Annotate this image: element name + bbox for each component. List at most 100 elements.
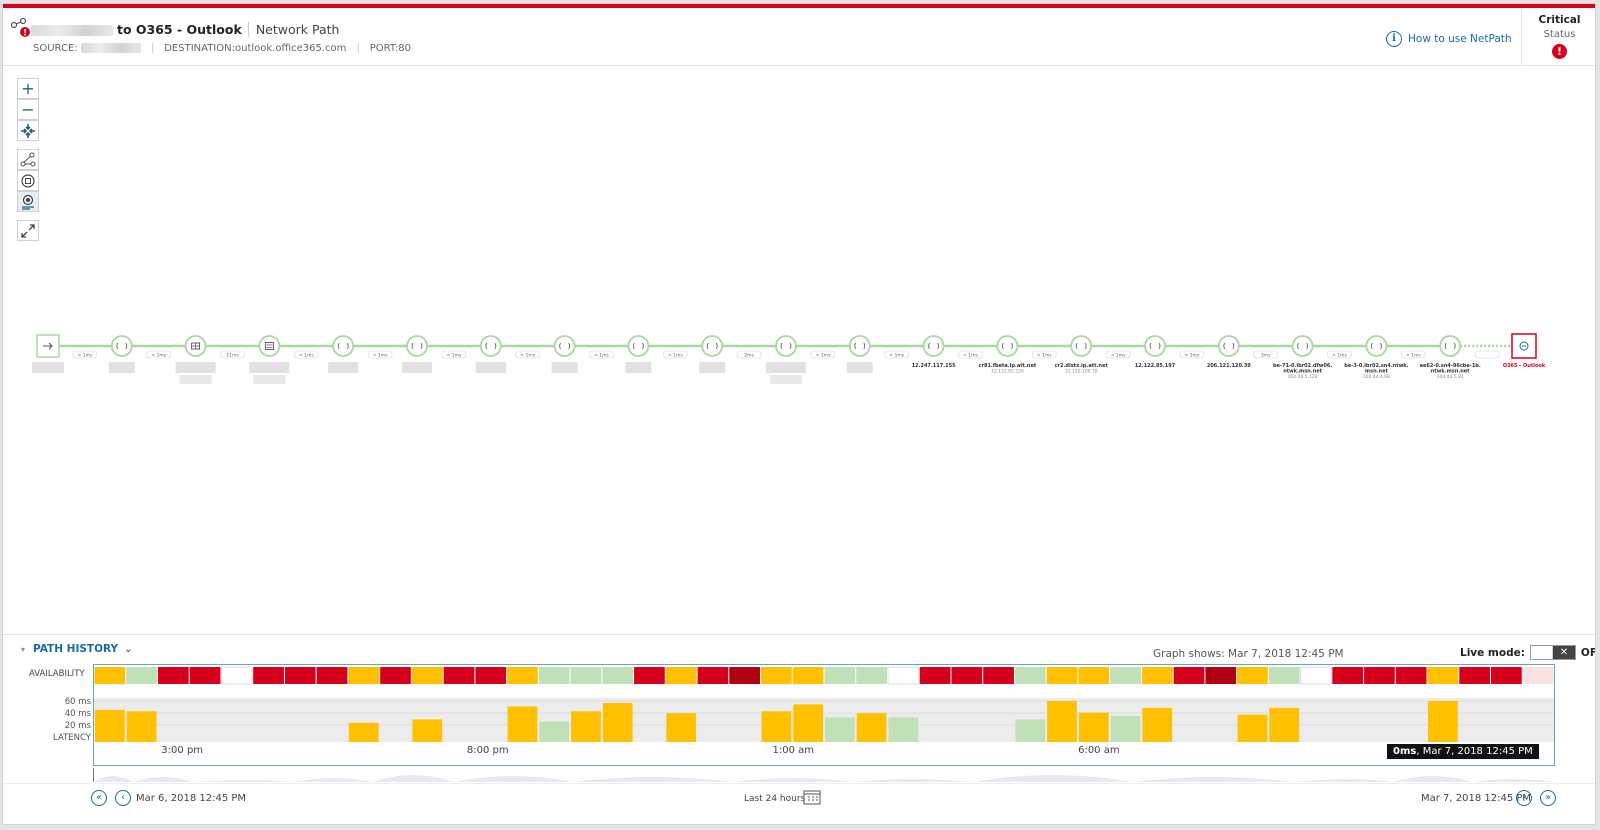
path-node[interactable] <box>699 335 726 373</box>
availability-cell[interactable] <box>157 667 189 684</box>
latency-bar[interactable] <box>1237 714 1268 742</box>
availability-cell[interactable] <box>316 667 348 684</box>
latency-bar[interactable] <box>571 711 601 742</box>
availability-cell[interactable] <box>1205 667 1237 684</box>
latency-bar[interactable] <box>412 719 443 742</box>
availability-cell[interactable] <box>887 666 920 685</box>
availability-cell[interactable] <box>1427 667 1459 684</box>
availability-cell[interactable] <box>1522 667 1554 684</box>
availability-cell[interactable] <box>697 667 729 684</box>
latency-bar[interactable] <box>348 722 379 742</box>
path-node[interactable] <box>108 335 135 373</box>
latency-bar[interactable] <box>1142 707 1173 742</box>
availability-cell[interactable] <box>983 667 1014 684</box>
calendar-icon[interactable] <box>803 789 821 805</box>
availability-cell[interactable] <box>1110 667 1141 684</box>
availability-cell[interactable] <box>1046 667 1078 684</box>
step-forward-button[interactable]: › <box>1516 790 1532 806</box>
path-node[interactable]: be-71-0.ibr02.dfw06.ntwk.msn.net104.44.5… <box>1273 335 1332 380</box>
path-view-button[interactable] <box>17 149 39 170</box>
availability-cell[interactable] <box>475 667 507 684</box>
latency-bar[interactable] <box>95 709 125 742</box>
path-history-header[interactable]: ▾ PATH HISTORY ⌄ <box>21 643 133 655</box>
history-chart[interactable] <box>93 664 1555 766</box>
path-node[interactable] <box>32 334 64 373</box>
availability-cell[interactable] <box>1491 667 1522 684</box>
availability-cell[interactable] <box>1173 667 1205 684</box>
availability-cell[interactable] <box>1364 667 1395 684</box>
latency-bar[interactable] <box>666 713 697 742</box>
availability-cell[interactable] <box>443 667 475 684</box>
path-node[interactable]: 12.122.85.197 <box>1135 335 1176 369</box>
path-node[interactable] <box>551 335 578 373</box>
availability-cell[interactable] <box>126 667 157 684</box>
availability-cell[interactable] <box>824 667 856 684</box>
latency-bar[interactable] <box>1269 707 1300 742</box>
availability-cell[interactable] <box>1332 667 1364 684</box>
latency-bar[interactable] <box>1015 719 1046 742</box>
availability-cell[interactable] <box>792 667 824 684</box>
label-view-button[interactable] <box>17 191 39 212</box>
latency-bar[interactable] <box>825 717 855 742</box>
availability-cell[interactable] <box>1395 667 1427 684</box>
availability-cell[interactable] <box>761 667 792 684</box>
zoom-out-button[interactable]: − <box>17 99 39 120</box>
path-node[interactable] <box>846 335 873 373</box>
availability-cell[interactable] <box>1300 666 1332 685</box>
path-node[interactable]: ae62-0.sn4-96cbe-1b.ntwk.msn.net104.44.5… <box>1420 335 1481 380</box>
availability-cell[interactable] <box>1078 667 1110 684</box>
path-node[interactable] <box>328 335 359 373</box>
latency-bar[interactable] <box>1428 701 1458 742</box>
path-node[interactable] <box>175 335 216 384</box>
path-node[interactable] <box>249 335 290 384</box>
latency-bar[interactable] <box>126 711 157 742</box>
availability-cell[interactable] <box>570 667 602 684</box>
availability-cell[interactable] <box>220 666 253 685</box>
availability-cell[interactable] <box>602 667 634 684</box>
netpath-canvas[interactable]: < 1ms < 1ms 21ms < 1ms < 1ms < 1ms < 1ms < 1ms <… <box>3 66 1595 634</box>
node-view-button[interactable] <box>17 170 39 191</box>
availability-cell[interactable] <box>919 667 951 684</box>
latency-bar[interactable] <box>856 713 887 742</box>
path-node[interactable] <box>625 335 652 373</box>
availability-cell[interactable] <box>634 667 665 684</box>
latency-bar[interactable] <box>1110 716 1141 742</box>
latency-bar[interactable] <box>602 703 633 742</box>
latency-bar[interactable] <box>507 706 538 742</box>
path-node[interactable] <box>475 335 506 373</box>
latency-bar[interactable] <box>761 711 792 742</box>
fit-to-screen-button[interactable] <box>17 120 39 141</box>
live-mode-toggle[interactable]: ✕ <box>1529 645 1576 660</box>
fullscreen-button[interactable] <box>17 220 39 241</box>
availability-cell[interactable] <box>1237 667 1268 684</box>
availability-cell[interactable] <box>856 667 887 684</box>
path-node[interactable]: 12.247.117.155 <box>912 335 956 369</box>
step-back-button[interactable]: ‹ <box>115 790 131 806</box>
availability-cell[interactable] <box>189 667 221 684</box>
availability-cell[interactable] <box>1268 667 1300 684</box>
path-node[interactable] <box>766 335 806 384</box>
range-label[interactable]: Last 24 hours <box>744 794 806 804</box>
path-node[interactable] <box>402 335 432 373</box>
availability-cell[interactable] <box>507 667 538 684</box>
availability-cell[interactable] <box>1459 667 1491 684</box>
availability-cell[interactable] <box>284 667 316 684</box>
fast-forward-button[interactable]: » <box>1540 790 1556 806</box>
collapse-icon[interactable]: ▾ <box>21 645 26 654</box>
zoom-in-button[interactable]: + <box>17 78 39 99</box>
path-node[interactable]: 206.121.120.39 <box>1207 335 1251 369</box>
how-to-use-netpath-link[interactable]: i How to use NetPath <box>1386 31 1512 47</box>
latency-bar[interactable] <box>793 704 823 742</box>
availability-cell[interactable] <box>94 667 126 684</box>
latency-bar[interactable] <box>888 717 919 742</box>
availability-cell[interactable] <box>1141 667 1173 684</box>
availability-cell[interactable] <box>538 667 570 684</box>
latency-bar[interactable] <box>1047 701 1077 742</box>
latency-bar[interactable] <box>1078 712 1109 742</box>
availability-cell[interactable] <box>729 667 761 684</box>
availability-cell[interactable] <box>380 667 411 684</box>
availability-cell[interactable] <box>951 667 983 684</box>
